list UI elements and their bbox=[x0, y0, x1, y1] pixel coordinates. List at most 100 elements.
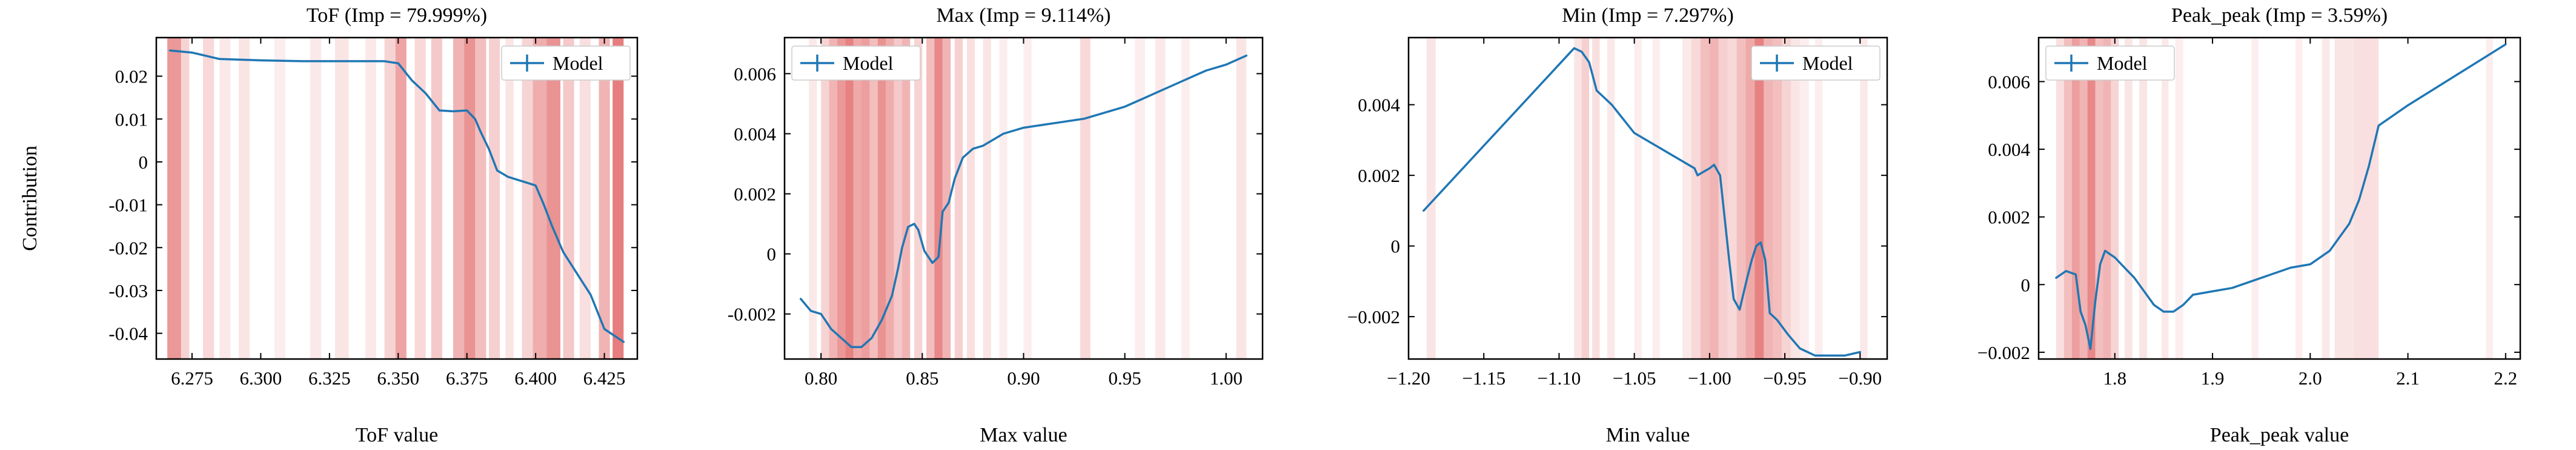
y-tick-label: 0.002 bbox=[1988, 207, 2030, 228]
importance-band bbox=[2103, 38, 2111, 359]
importance-band bbox=[475, 38, 486, 359]
x-axis-label: Min value bbox=[1606, 424, 1690, 446]
importance-band bbox=[829, 38, 837, 359]
importance-band bbox=[1736, 38, 1746, 359]
importance-band bbox=[886, 38, 894, 359]
x-tick-label: 6.375 bbox=[446, 368, 488, 389]
x-axis-label: Max value bbox=[980, 424, 1067, 446]
y-tick-label: 0 bbox=[767, 244, 777, 265]
chart-panel-2: 0.80 0.85 0.90 0.95 1.00 -0.002 0 0.002 0.004 0.0… bbox=[728, 4, 1264, 446]
legend: Model bbox=[2045, 45, 2175, 81]
importance-bands bbox=[1426, 38, 1868, 359]
x-tick-label: −1.10 bbox=[1538, 368, 1581, 389]
legend: Model bbox=[501, 45, 631, 81]
y-tick-label: 0.006 bbox=[1988, 72, 2030, 93]
importance-bands bbox=[809, 38, 1247, 359]
importance-band bbox=[837, 38, 846, 359]
x-tick-label: 0.85 bbox=[906, 368, 938, 389]
importance-band bbox=[2354, 38, 2379, 359]
importance-band bbox=[999, 38, 1007, 359]
x-tick-label: 6.325 bbox=[308, 368, 351, 389]
importance-band bbox=[1426, 38, 1436, 359]
importance-band bbox=[2063, 38, 2072, 359]
y-tick-label: 0.01 bbox=[115, 109, 148, 130]
importance-band bbox=[2486, 38, 2493, 359]
importance-band bbox=[1799, 38, 1809, 359]
y-tick-label: 0.004 bbox=[1988, 139, 2030, 160]
importance-band bbox=[2087, 38, 2096, 359]
importance-band bbox=[1700, 38, 1710, 359]
importance-band bbox=[505, 38, 514, 359]
importance-band bbox=[546, 38, 560, 359]
x-tick-label: −1.20 bbox=[1387, 368, 1430, 389]
x-tick-label: −1.15 bbox=[1462, 368, 1505, 389]
importance-band bbox=[1607, 38, 1615, 359]
importance-band bbox=[1023, 38, 1032, 359]
x-tick-label: 6.275 bbox=[171, 368, 213, 389]
importance-band bbox=[464, 38, 476, 359]
importance-band bbox=[488, 38, 500, 359]
importance-band bbox=[2056, 38, 2064, 359]
x-tick-label: 2.1 bbox=[2396, 368, 2420, 389]
y-tick-label: 0.004 bbox=[734, 124, 776, 145]
importance-band bbox=[1764, 38, 1773, 359]
series-line-model bbox=[168, 49, 625, 343]
importance-band bbox=[453, 38, 465, 359]
x-tick-label: 0.80 bbox=[805, 368, 837, 389]
importance-band bbox=[1652, 38, 1660, 359]
x-axis-label: ToF value bbox=[356, 424, 438, 446]
chart-title: ToF (Imp = 79.999%) bbox=[307, 4, 487, 27]
importance-band bbox=[612, 38, 624, 359]
y-tick-label: 0 bbox=[1391, 236, 1401, 257]
importance-band bbox=[219, 38, 231, 359]
y-tick-label: -0.02 bbox=[108, 237, 148, 258]
importance-band bbox=[2095, 38, 2103, 359]
importance-bands bbox=[2056, 38, 2493, 359]
x-tick-label: 6.350 bbox=[377, 368, 419, 389]
legend-label: Model bbox=[2097, 52, 2148, 74]
importance-band bbox=[203, 38, 214, 359]
legend-label: Model bbox=[843, 52, 894, 74]
importance-band bbox=[2124, 38, 2133, 359]
x-tick-label: 1.00 bbox=[1210, 368, 1243, 389]
importance-band bbox=[181, 38, 190, 359]
importance-band bbox=[239, 38, 250, 359]
importance-band bbox=[1574, 38, 1582, 359]
y-tick-label: −0.002 bbox=[1347, 306, 1400, 327]
importance-band bbox=[926, 38, 935, 359]
importance-band bbox=[1754, 38, 1764, 359]
importance-band bbox=[2175, 38, 2183, 359]
importance-band bbox=[809, 38, 817, 359]
importance-band bbox=[934, 38, 943, 359]
chart-title: Max (Imp = 9.114%) bbox=[937, 4, 1111, 27]
x-tick-label: 2.2 bbox=[2494, 368, 2517, 389]
chart-title: Min (Imp = 7.297%) bbox=[1562, 4, 1734, 27]
chart-title: Peak_peak (Imp = 3.59%) bbox=[2171, 4, 2388, 27]
series-line-model bbox=[1422, 47, 1862, 357]
importance-band bbox=[522, 38, 533, 359]
x-tick-label: −1.05 bbox=[1613, 368, 1656, 389]
x-tick-label: 0.90 bbox=[1007, 368, 1040, 389]
legend: Model bbox=[1751, 45, 1881, 81]
legend-box bbox=[2045, 45, 2175, 81]
importance-band bbox=[869, 38, 878, 359]
plot-frame bbox=[155, 36, 639, 360]
series-line-model bbox=[2055, 43, 2507, 351]
y-tick-label: 0.002 bbox=[734, 184, 776, 205]
importance-band bbox=[1236, 38, 1247, 359]
importance-band bbox=[901, 38, 911, 359]
importance-band bbox=[954, 38, 963, 359]
importance-band bbox=[1814, 38, 1823, 359]
legend-label: Model bbox=[553, 52, 603, 74]
importance-band bbox=[2071, 38, 2080, 359]
y-tick-label: -0.01 bbox=[108, 195, 148, 216]
importance-band bbox=[310, 38, 322, 359]
y-tick-label: 0.004 bbox=[1358, 95, 1400, 116]
importance-band bbox=[167, 38, 181, 359]
importance-band bbox=[2111, 38, 2119, 359]
importance-band bbox=[395, 38, 407, 359]
importance-band bbox=[1773, 38, 1782, 359]
importance-band bbox=[1860, 38, 1868, 359]
importance-band bbox=[2334, 38, 2354, 359]
y-tick-label: −0.002 bbox=[1977, 342, 2030, 363]
